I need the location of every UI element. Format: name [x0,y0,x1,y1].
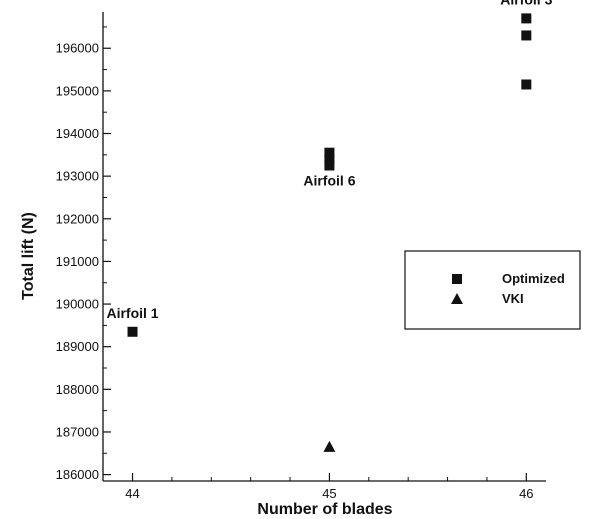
plot-frame [102,12,546,482]
point-annotation: Airfoil 1 [106,305,158,321]
y-tick-label: 187000 [56,424,99,439]
y-tick-label: 196000 [56,41,99,56]
legend: Optimized VKI [404,250,581,330]
x-axis-ticks: 44 45 46 [125,473,534,501]
x-tick-label: 44 [125,486,139,501]
point-annotation: Airfoil 3 [500,0,552,7]
annotations: Airfoil 1 Airfoil 6 Airfoil 3 [106,0,552,321]
vki-point [323,440,336,452]
legend-marker [451,293,463,304]
x-axis-title: Number of blades [257,501,392,518]
legend-label: Optimized [502,271,565,286]
y-tick-label: 188000 [56,382,99,397]
legend-box [404,250,581,330]
data-points [127,13,532,452]
y-tick-label: 192000 [56,211,99,226]
y-tick-label: 186000 [56,467,99,482]
optimized-point [521,79,532,90]
y-tick-label: 189000 [56,339,99,354]
point-annotation: Airfoil 6 [303,172,355,188]
legend-marker [452,274,462,284]
optimized-point [521,30,532,41]
optimized-point [521,13,532,24]
y-tick-label: 190000 [56,297,99,312]
optimized-point [324,160,335,171]
optimized-point [127,326,138,337]
y-axis-title: Total lift (N) [20,212,37,300]
optimized-point [324,154,335,165]
y-tick-label: 195000 [56,83,99,98]
y-tick-label: 191000 [56,254,99,269]
y-tick-label: 194000 [56,126,99,141]
x-tick-label: 46 [519,486,533,501]
y-tick-label: 193000 [56,169,99,184]
optimized-point [324,147,335,158]
x-tick-label: 45 [322,486,336,501]
y-axis-ticks: 186000 187000 188000 189000 190000 191000 1920… [56,26,111,482]
legend-label: VKI [502,291,524,306]
